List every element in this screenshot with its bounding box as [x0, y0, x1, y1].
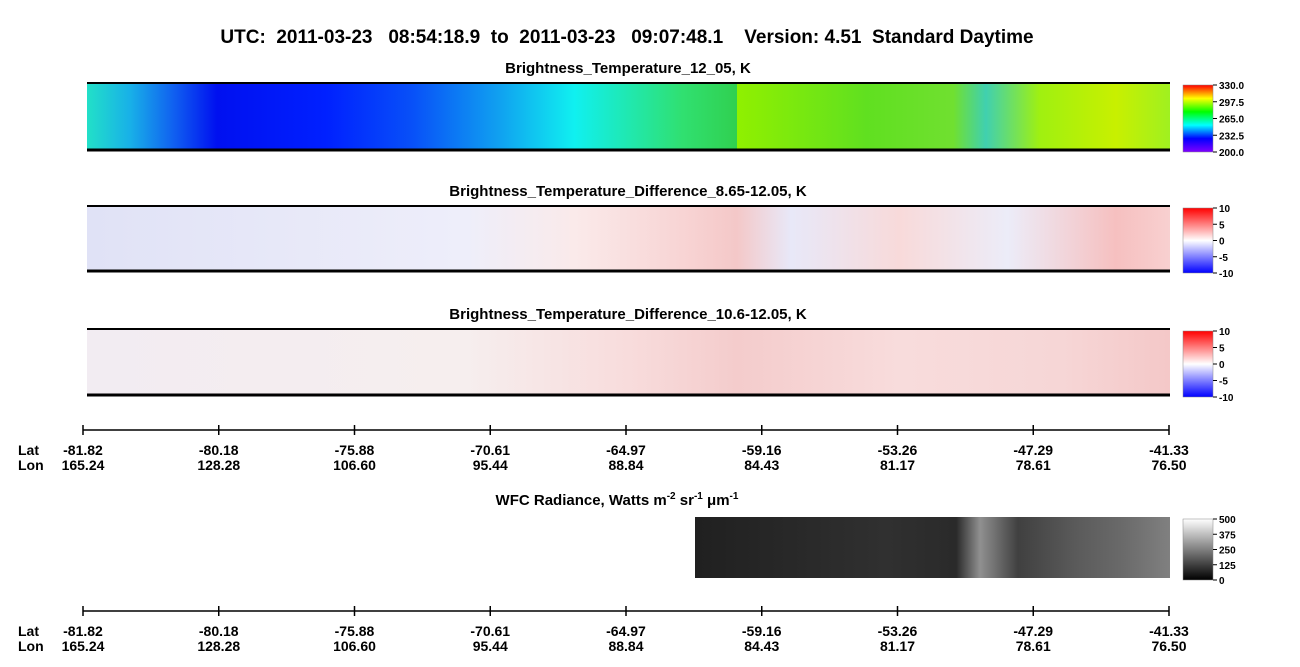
- panel-title: Brightness_Temperature_Difference_8.65-1…: [449, 183, 807, 200]
- lon-tick-label: 165.24: [62, 457, 105, 473]
- lat-tick-label: -59.16: [742, 442, 782, 458]
- heatmap-image: [87, 83, 1170, 150]
- lon-tick-label: 95.44: [473, 638, 508, 654]
- colorbar-tick-label: 265.0: [1219, 115, 1244, 126]
- lat-tick-label: -80.18: [199, 442, 239, 458]
- colorbar-tick-label: -5: [1219, 253, 1228, 264]
- lon-tick-label: 128.28: [197, 457, 240, 473]
- lat-label: Lat: [18, 442, 39, 458]
- lat-tick-label: -75.88: [335, 442, 375, 458]
- lat-tick-label: -53.26: [878, 442, 918, 458]
- colorbar-tick-label: 232.5: [1219, 131, 1244, 142]
- panel-title: Brightness_Temperature_12_05, K: [505, 60, 751, 77]
- colorbar: [1182, 84, 1214, 153]
- colorbar-tick-label: -5: [1219, 377, 1228, 388]
- lon-tick-label: 84.43: [744, 638, 779, 654]
- lon-label: Lon: [18, 638, 44, 654]
- title-text: Brightness_Temperature_12_05, K: [505, 60, 751, 77]
- lat-tick-label: -81.82: [63, 442, 103, 458]
- colorbar-tick-label: 330.0: [1219, 81, 1244, 92]
- lat-tick-label: -75.88: [335, 623, 375, 639]
- colorbar-tick-label: 375: [1219, 530, 1236, 541]
- lon-tick-label: 78.61: [1016, 638, 1051, 654]
- title-superscript: -1: [730, 491, 739, 502]
- colorbar-tick-label: 200.0: [1219, 148, 1244, 159]
- lon-tick-label: 88.84: [608, 457, 643, 473]
- lat-tick-label: -41.33: [1149, 442, 1189, 458]
- colorbar-tick-label: 5: [1219, 344, 1225, 355]
- lat-label: Lat: [18, 623, 39, 639]
- colorbar-tick-label: -10: [1219, 269, 1234, 280]
- title-text: Brightness_Temperature_Difference_10.6-1…: [449, 306, 807, 323]
- colorbar-tick-label: 250: [1219, 546, 1236, 557]
- colorbar-tick-label: 125: [1219, 561, 1236, 572]
- lon-tick-label: 76.50: [1151, 638, 1186, 654]
- lon-tick-label: 84.43: [744, 457, 779, 473]
- lat-tick-label: -70.61: [470, 623, 510, 639]
- lat-tick-label: -81.82: [63, 623, 103, 639]
- lon-tick-label: 81.17: [880, 638, 915, 654]
- colorbar: [1182, 207, 1214, 274]
- colorbar-tick-label: -10: [1219, 393, 1234, 404]
- heatmap-image: [87, 206, 1170, 271]
- figure-title: UTC: 2011-03-23 08:54:18.9 to 2011-03-23…: [220, 27, 1033, 48]
- colorbar-tick-label: 10: [1219, 204, 1231, 215]
- colorbar-tick-label: 0: [1219, 576, 1225, 587]
- lat-tick-label: -41.33: [1149, 623, 1189, 639]
- lat-tick-label: -70.61: [470, 442, 510, 458]
- lon-label: Lon: [18, 457, 44, 473]
- heatmap-image: [87, 329, 1170, 395]
- colorbar-tick-label: 10: [1219, 327, 1231, 338]
- title-superscript: -2: [667, 491, 676, 502]
- colorbar-tick-label: 0: [1219, 237, 1225, 248]
- colorbar: [1182, 330, 1214, 398]
- lon-tick-label: 88.84: [608, 638, 643, 654]
- title-text: WFC Radiance, Watts m: [496, 492, 667, 509]
- lon-tick-label: 128.28: [197, 638, 240, 654]
- panel-title: WFC Radiance, Watts m-2 sr-1 μm-1: [496, 491, 739, 509]
- colorbar-tick-label: 0: [1219, 360, 1225, 371]
- lon-tick-label: 78.61: [1016, 457, 1051, 473]
- lon-tick-label: 106.60: [333, 638, 376, 654]
- title-text: μm: [703, 492, 730, 509]
- panel-title: Brightness_Temperature_Difference_10.6-1…: [449, 306, 807, 323]
- title-text: Brightness_Temperature_Difference_8.65-1…: [449, 183, 807, 200]
- lat-tick-label: -47.29: [1013, 623, 1053, 639]
- colorbar: [1182, 518, 1214, 581]
- colorbar-tick-label: 500: [1219, 515, 1236, 526]
- title-text: sr: [676, 492, 695, 509]
- title-superscript: -1: [694, 491, 703, 502]
- lon-tick-label: 165.24: [62, 638, 105, 654]
- lon-tick-label: 76.50: [1151, 457, 1186, 473]
- lon-tick-label: 81.17: [880, 457, 915, 473]
- colorbar-tick-label: 5: [1219, 220, 1225, 231]
- lat-tick-label: -64.97: [606, 623, 646, 639]
- lat-tick-label: -47.29: [1013, 442, 1053, 458]
- colorbar-tick-label: 297.5: [1219, 98, 1244, 109]
- lat-tick-label: -64.97: [606, 442, 646, 458]
- lon-tick-label: 95.44: [473, 457, 508, 473]
- lat-tick-label: -59.16: [742, 623, 782, 639]
- heatmap-image: [695, 517, 1170, 578]
- lat-tick-label: -80.18: [199, 623, 239, 639]
- lat-tick-label: -53.26: [878, 623, 918, 639]
- lon-tick-label: 106.60: [333, 457, 376, 473]
